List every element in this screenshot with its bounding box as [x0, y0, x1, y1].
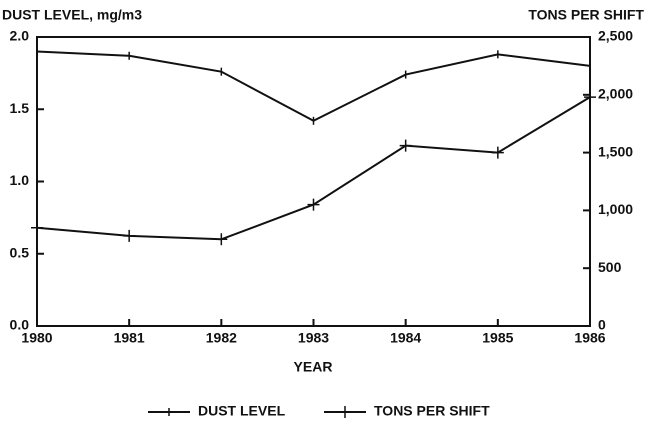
data-point	[399, 139, 412, 152]
y-tick-label: 1.0	[10, 172, 30, 188]
data-point	[215, 233, 228, 246]
y-tick-label: 2.0	[10, 28, 30, 44]
data-point	[31, 221, 43, 234]
data-point	[584, 91, 596, 104]
data-point	[307, 198, 320, 211]
x-tick-label: 1986	[574, 330, 605, 346]
data-point	[123, 229, 136, 242]
x-tick-label: 1982	[206, 330, 237, 346]
y-axis-label: DUST LEVEL, mg/m3	[2, 7, 142, 23]
x-tick-label: 1983	[298, 330, 329, 346]
y-tick-label: 0.5	[10, 244, 30, 260]
y2-tick-label: 0	[598, 317, 606, 333]
y2-tick-label: 1,000	[598, 201, 633, 217]
legend-label: TONS PER SHIFT	[374, 403, 490, 419]
y2-tick-label: 2,000	[598, 86, 633, 102]
legend-label: DUST LEVEL	[198, 403, 286, 419]
legend-marker	[339, 406, 351, 418]
y-tick-label: 0.0	[10, 317, 30, 333]
x-tick-label: 1984	[390, 330, 421, 346]
y2-tick-label: 500	[598, 259, 622, 275]
plot-frame	[36, 36, 591, 327]
x-tick-label: 1985	[482, 330, 513, 346]
series-line	[36, 50, 591, 122]
y2-tick-label: 2,500	[598, 28, 633, 44]
y2-tick-label: 1,500	[598, 143, 633, 159]
y2-axis-label: TONS PER SHIFT	[528, 7, 644, 23]
x-tick-label: 1980	[21, 330, 52, 346]
x-axis-label: YEAR	[294, 359, 333, 375]
x-tick-label: 1981	[114, 330, 145, 346]
y-tick-label: 1.5	[10, 100, 30, 116]
data-point	[491, 146, 504, 159]
